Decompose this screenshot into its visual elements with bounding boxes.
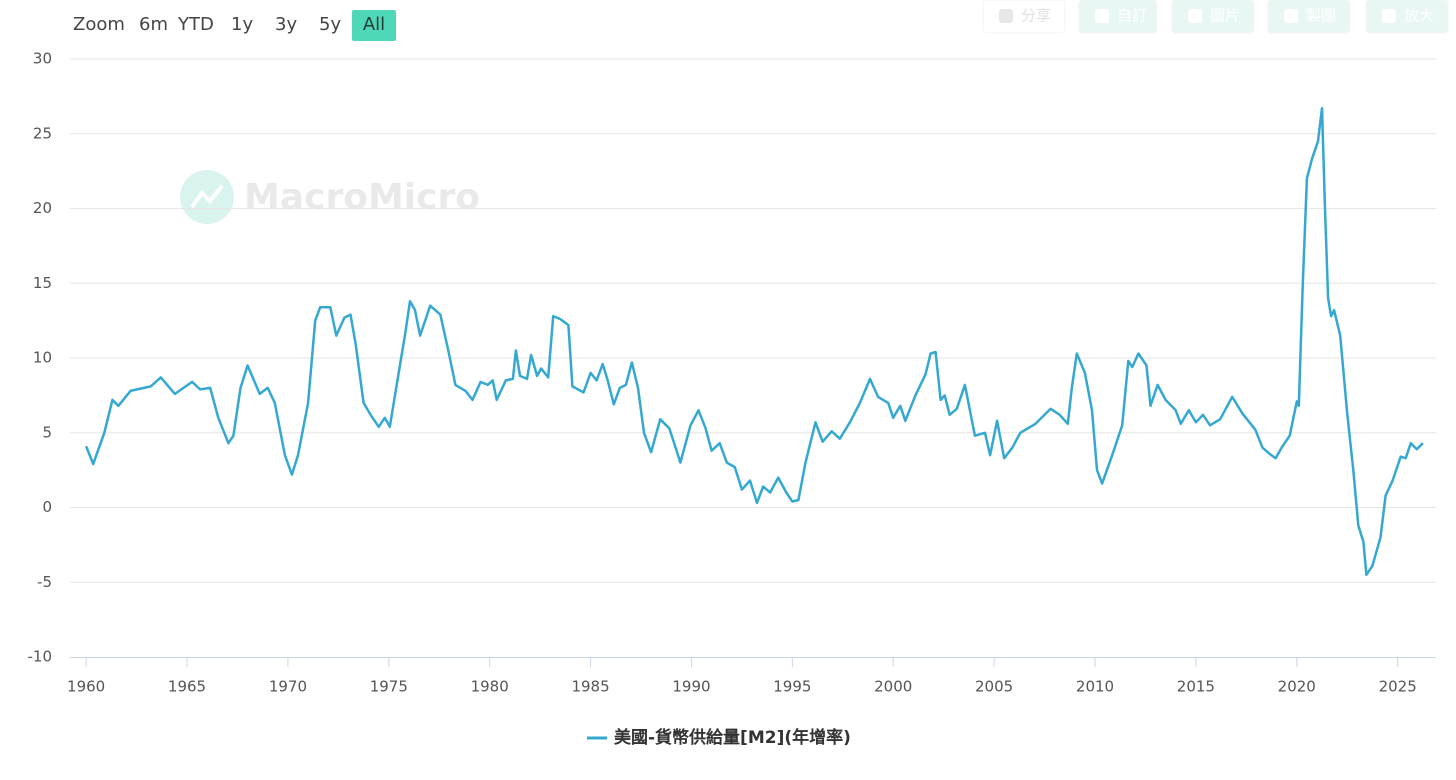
range-button-label[interactable]: YTD bbox=[177, 14, 214, 35]
range-button-label[interactable]: 1y bbox=[231, 14, 253, 35]
x-tick-label: 2020 bbox=[1278, 678, 1316, 696]
action-button-label[interactable]: 製圖 bbox=[1306, 7, 1336, 25]
x-tick-label: 2005 bbox=[975, 678, 1013, 696]
action-button-label[interactable]: 自訂 bbox=[1117, 7, 1147, 25]
action-icon[interactable] bbox=[999, 9, 1013, 23]
range-button[interactable]: All bbox=[352, 10, 396, 41]
action-icon[interactable] bbox=[1095, 9, 1109, 23]
x-tick-label: 2025 bbox=[1379, 678, 1417, 696]
action-icon[interactable] bbox=[1188, 9, 1202, 23]
range-button[interactable]: YTD bbox=[177, 14, 214, 35]
y-tick-label: 20 bbox=[33, 199, 52, 217]
range-button-label[interactable]: 3y bbox=[275, 14, 297, 35]
watermark-text: MacroMicro bbox=[244, 177, 480, 218]
action-button-label[interactable]: 放大 bbox=[1404, 7, 1434, 25]
range-button-label[interactable]: 6m bbox=[139, 14, 168, 35]
y-tick-label: -10 bbox=[28, 648, 53, 666]
y-tick-label: 30 bbox=[33, 50, 52, 68]
y-tick-label: 0 bbox=[42, 498, 52, 516]
y-tick-label: -5 bbox=[37, 573, 52, 591]
action-icon[interactable] bbox=[1382, 9, 1396, 23]
x-tick-label: 1960 bbox=[67, 678, 105, 696]
watermark-logo bbox=[180, 170, 234, 224]
data-line bbox=[84, 107, 1424, 577]
x-tick-label: 1990 bbox=[672, 678, 710, 696]
action-button[interactable]: 分享 bbox=[982, 0, 1066, 34]
legend-item[interactable]: 美國-貨幣供給量[M2](年增率) bbox=[587, 727, 851, 748]
watermark: MacroMicro bbox=[180, 170, 480, 224]
x-tick-label: 2015 bbox=[1177, 678, 1215, 696]
watermark-logo-line bbox=[190, 184, 224, 209]
range-button[interactable]: 5y bbox=[319, 14, 341, 35]
range-button-label[interactable]: All bbox=[363, 14, 385, 35]
zoom-label: Zoom bbox=[73, 14, 125, 35]
x-tick-label: 1995 bbox=[773, 678, 811, 696]
action-icon[interactable] bbox=[1284, 9, 1298, 23]
x-tick-label: 2000 bbox=[874, 678, 912, 696]
y-tick-label: 10 bbox=[33, 349, 52, 367]
action-button[interactable]: 自訂 bbox=[1078, 0, 1158, 34]
action-button-label[interactable]: 圖片 bbox=[1210, 7, 1240, 25]
x-tick-label: 1985 bbox=[571, 678, 609, 696]
action-button[interactable]: 製圖 bbox=[1267, 0, 1351, 34]
action-button-bg[interactable] bbox=[982, 0, 1066, 34]
range-button[interactable]: 1y bbox=[231, 14, 253, 35]
action-button-bg[interactable] bbox=[1171, 0, 1255, 34]
action-button-bg[interactable] bbox=[1078, 0, 1158, 34]
y-tick-label: 5 bbox=[42, 423, 52, 441]
action-button-bg[interactable] bbox=[1267, 0, 1351, 34]
action-button[interactable]: 放大 bbox=[1365, 0, 1449, 34]
x-tick-label: 1975 bbox=[370, 678, 408, 696]
range-button-bg[interactable] bbox=[352, 10, 396, 41]
x-tick-label: 1965 bbox=[168, 678, 206, 696]
y-tick-label: 25 bbox=[33, 124, 52, 142]
x-tick-label: 1980 bbox=[471, 678, 509, 696]
x-tick-label: 2010 bbox=[1076, 678, 1114, 696]
legend-label[interactable]: 美國-貨幣供給量[M2](年增率) bbox=[614, 727, 851, 748]
range-button[interactable]: 6m bbox=[139, 14, 168, 35]
action-button-bg[interactable] bbox=[1365, 0, 1449, 34]
range-button[interactable]: 3y bbox=[275, 14, 297, 35]
x-tick-label: 1970 bbox=[269, 678, 307, 696]
y-tick-label: 15 bbox=[33, 274, 52, 292]
action-button[interactable]: 圖片 bbox=[1171, 0, 1255, 34]
action-button-label[interactable]: 分享 bbox=[1021, 7, 1051, 25]
range-button-label[interactable]: 5y bbox=[319, 14, 341, 35]
